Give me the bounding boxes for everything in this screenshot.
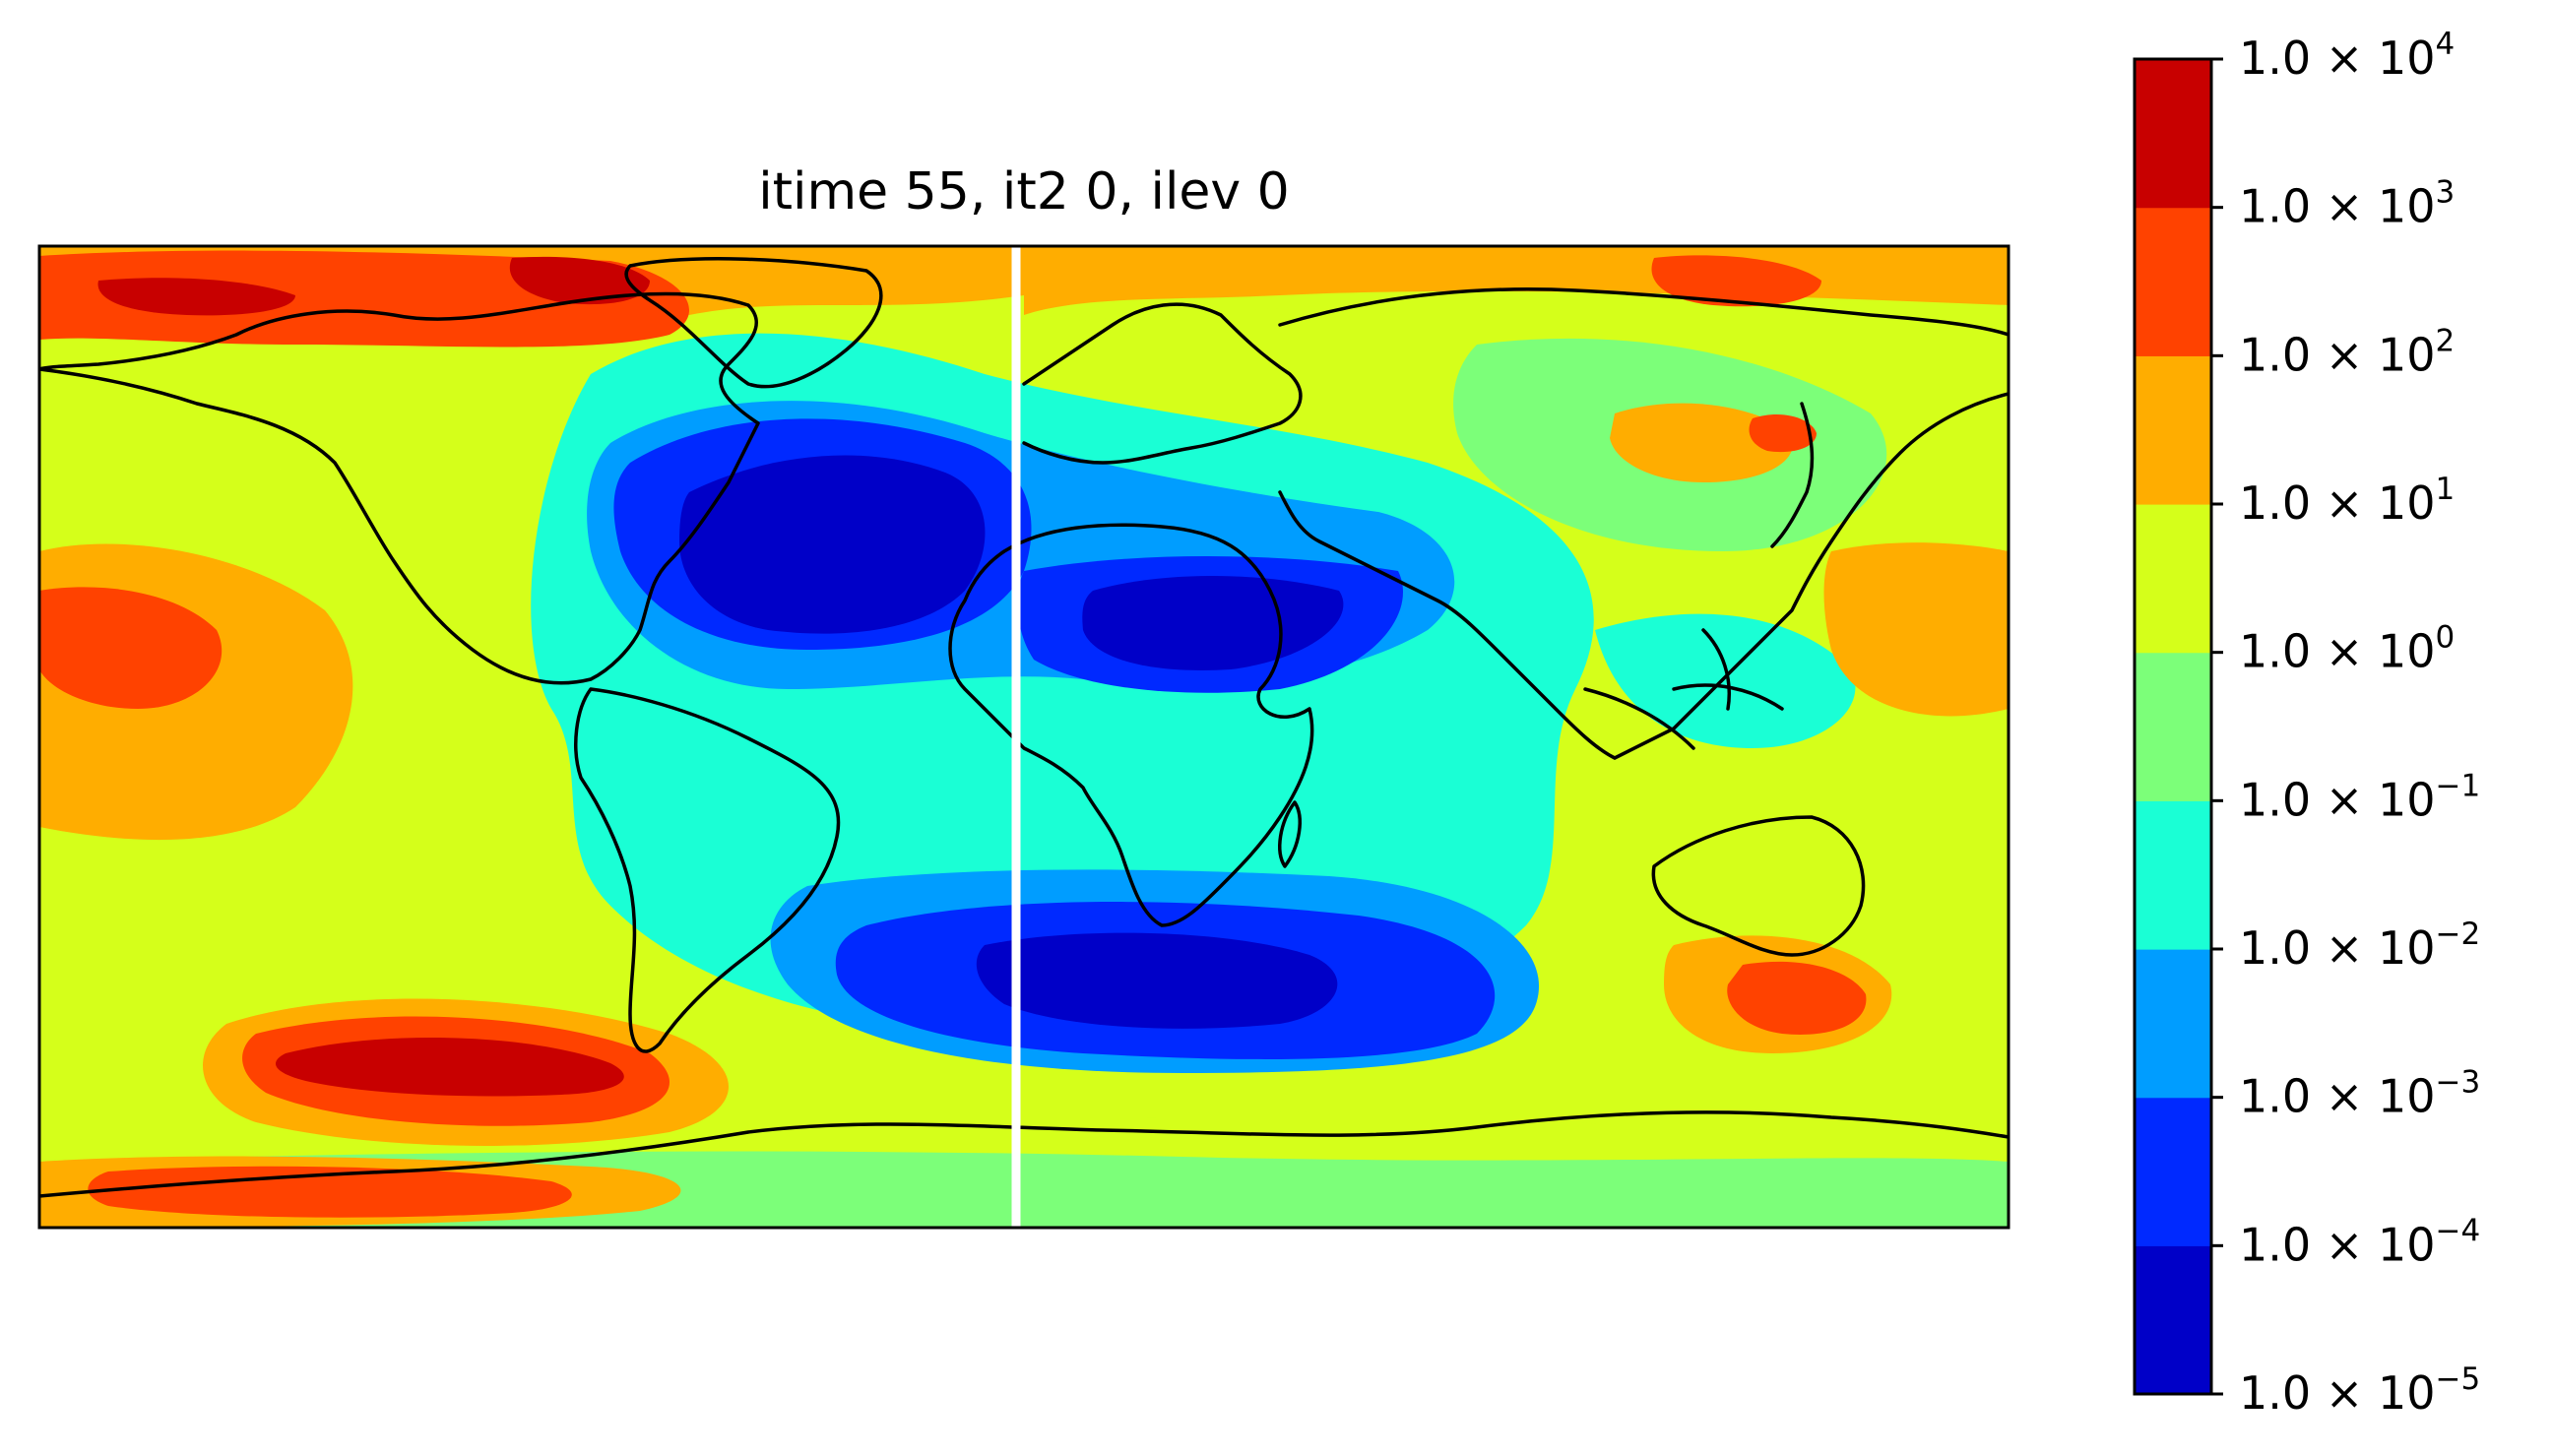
colorbar-band (2135, 652, 2211, 801)
colorbar-tick-label: 1.0 × 103 (2239, 175, 2455, 233)
contour-band-redorange (1727, 961, 1867, 1035)
contour-band-cyan (1595, 613, 1856, 748)
coastline-maritime-asia (1583, 628, 1784, 750)
contour-field (39, 246, 2009, 1228)
coastline-australia (1651, 815, 1866, 957)
colorbar-band (2135, 1097, 2211, 1246)
colorbar-tick-label: 1.0 × 10−5 (2239, 1361, 2480, 1420)
coastline-madagascar (1278, 800, 1302, 868)
coastline-north-america (39, 291, 760, 685)
colorbar-tick-label: 1.0 × 100 (2239, 620, 2455, 678)
colorbar-band (2135, 949, 2211, 1099)
colorbar-band (2135, 207, 2211, 356)
colorbar-frame (2133, 57, 2213, 1396)
coastline-europe (1022, 302, 1303, 465)
coastline-africa (948, 523, 1314, 927)
contour-band-orange (1610, 403, 1794, 482)
colorbar-tick-label: 1.0 × 102 (2239, 323, 2455, 381)
contour-band-darkred (276, 1037, 624, 1097)
colorbar-tick-label: 1.0 × 101 (2239, 472, 2455, 530)
colorbar-band (2135, 800, 2211, 950)
colorbar-band (2135, 355, 2211, 505)
contour-band-navy (976, 932, 1338, 1029)
map-axes (37, 244, 2010, 1230)
contour-band-navy (679, 455, 986, 634)
contour-band-darkred (509, 256, 650, 305)
colorbar-tick-label: 1.0 × 10−4 (2239, 1213, 2480, 1271)
contour-band-redorange (88, 1166, 572, 1218)
coastline-greenland (624, 257, 883, 389)
map-frame (37, 244, 2010, 1230)
colorbar-tick-label: 1.0 × 10−3 (2239, 1065, 2480, 1123)
chart-title: itime 55, it2 0, ilev 0 (758, 162, 1290, 222)
colorbar-band (2135, 1245, 2211, 1395)
coastline-japan (1770, 402, 1815, 548)
coastline-south-america (574, 687, 841, 1053)
coastline-antarctica (39, 1110, 2009, 1198)
contour-band-redorange (39, 587, 223, 709)
contour-band-darkred (97, 278, 295, 316)
contour-band-redorange (1651, 255, 1821, 307)
colorbar-band (2135, 59, 2211, 209)
coastline-eurasia (1278, 287, 2009, 760)
contour-band-redorange (1749, 413, 1817, 453)
contour-band-orange (1823, 542, 2009, 717)
colorbar-tick-label: 1.0 × 10−2 (2239, 917, 2480, 975)
colorbar-band (2135, 504, 2211, 654)
colorbar-tick-label: 1.0 × 104 (2239, 27, 2455, 85)
coastlines (39, 257, 2009, 1198)
colorbar: 1.0 × 10−5 1.0 × 10−4 1.0 × 10−3 1.0 × 10−2… (2133, 27, 2480, 1420)
contour-band-navy (1082, 576, 1344, 670)
colorbar-tick-label: 1.0 × 10−1 (2239, 768, 2480, 826)
